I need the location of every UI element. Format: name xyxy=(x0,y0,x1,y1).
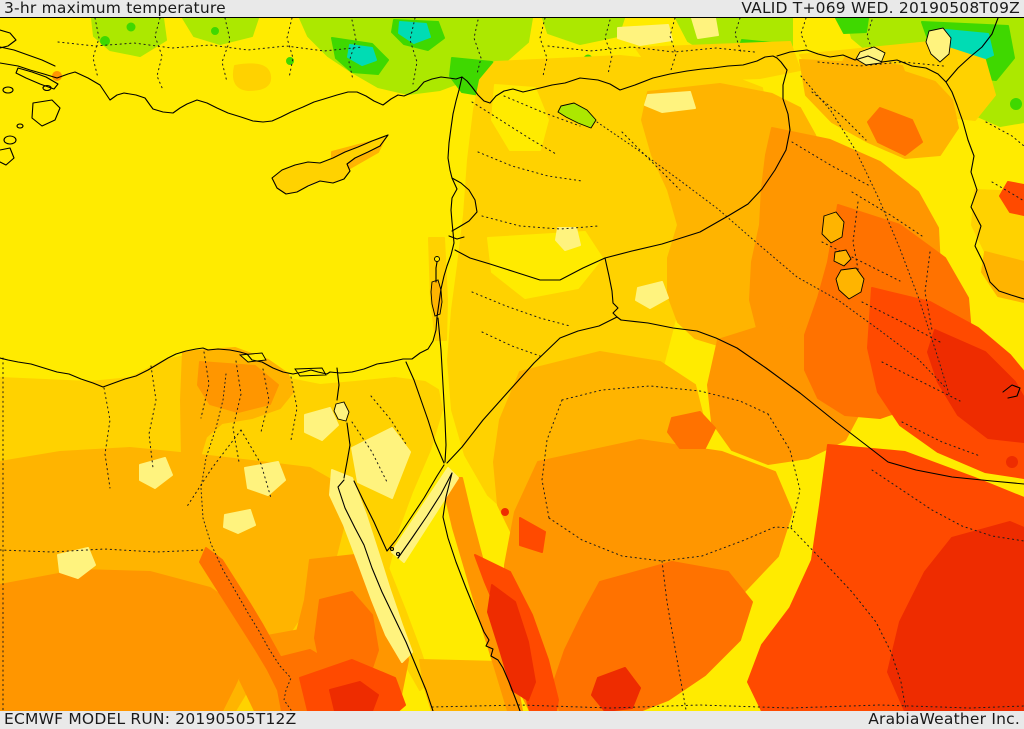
jordan-iraq-border xyxy=(604,257,622,321)
euphrates-river xyxy=(596,121,947,389)
rivers xyxy=(200,75,950,711)
map-canvas xyxy=(0,18,1024,711)
brand-label: ArabiaWeather Inc. xyxy=(868,710,1020,729)
map-title: 3-hr maximum temperature xyxy=(4,0,226,17)
temp-layer-yellow-pockets xyxy=(487,84,603,299)
tigris-river xyxy=(800,75,950,395)
jordan-river xyxy=(435,261,438,283)
admin-borders xyxy=(0,18,1024,711)
temperature-map-svg xyxy=(0,18,1024,711)
syria-jordan-border xyxy=(454,249,606,281)
lake-razzaza xyxy=(835,267,865,300)
turkey-iraq-border xyxy=(776,49,958,106)
israel-jordan-border xyxy=(437,317,447,463)
egypt-red-sea-coast xyxy=(337,479,434,711)
country-borders xyxy=(0,18,1024,711)
jordan-saudi-border xyxy=(446,316,618,464)
temp-layer-red xyxy=(329,329,1024,711)
red-sea-islet xyxy=(395,551,401,557)
bitter-lakes xyxy=(333,401,350,422)
model-run-label: ECMWF MODEL RUN: 20190505T12Z xyxy=(4,710,297,729)
lakes xyxy=(238,27,952,422)
burullus-lagoon xyxy=(238,352,267,363)
nile-river xyxy=(200,373,292,711)
turkey-iran-border xyxy=(945,18,999,83)
turkey-syria-border xyxy=(461,55,788,104)
cyprus-coastline xyxy=(271,134,389,195)
saudi-red-sea-coast xyxy=(397,472,521,711)
lake-habbaniyah xyxy=(833,249,852,267)
suez-canal-north xyxy=(336,367,340,401)
lebanon-israel-border xyxy=(448,235,465,240)
sea-of-galilee xyxy=(434,256,440,262)
titlebar: 3-hr maximum temperature VALID T+069 WED… xyxy=(0,0,1024,18)
manzala-lagoon xyxy=(294,367,327,377)
kuwait-coastline xyxy=(1002,384,1021,399)
lake-urmia xyxy=(925,27,952,63)
lake-tharthar xyxy=(821,211,845,244)
sinai-coastline xyxy=(353,464,445,552)
syria-iraq-border xyxy=(604,69,791,259)
iraq-saudi-border xyxy=(620,319,1024,485)
dead-sea xyxy=(430,279,443,317)
egypt-israel-border xyxy=(405,361,445,464)
lebanon-syria-border xyxy=(451,177,478,232)
iraq-iran-border xyxy=(956,104,1024,300)
footbar: ECMWF MODEL RUN: 20190505T12Z ArabiaWeat… xyxy=(0,711,1024,729)
lake-assad xyxy=(557,102,597,129)
island-lesbos xyxy=(31,99,61,127)
valid-time-label: VALID T+069 WED. 20190508T09Z xyxy=(741,0,1020,17)
suez-canal-south xyxy=(343,422,351,479)
tiran-island xyxy=(389,546,395,552)
